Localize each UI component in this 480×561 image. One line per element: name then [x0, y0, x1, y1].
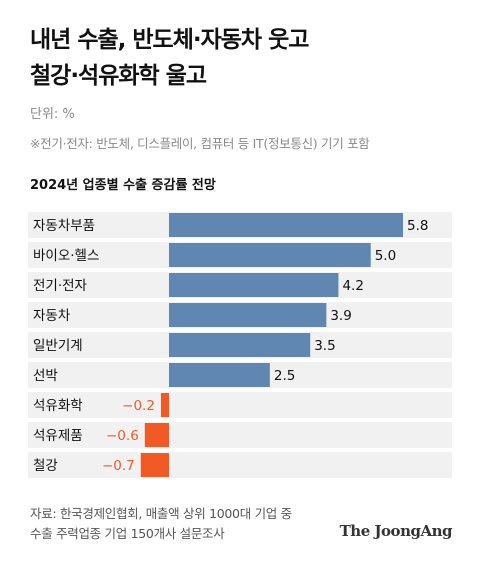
bar — [160, 393, 169, 417]
data-label: 5.0 — [375, 248, 396, 264]
category-label: 일반기계 — [33, 338, 83, 354]
data-label: −0.7 — [102, 458, 135, 474]
chart-title: 2024년 업종별 수출 증감률 전망 — [30, 178, 216, 193]
data-label: 3.5 — [314, 338, 335, 354]
unit-label: 단위: % — [30, 107, 75, 122]
data-label: −0.6 — [106, 428, 139, 444]
category-label: 자동차 — [33, 308, 71, 324]
row-background — [28, 392, 452, 418]
data-label: 3.9 — [330, 308, 351, 324]
headline-line-2: 철강·석유화학 울고 — [30, 63, 207, 89]
category-label: 석유화학 — [33, 398, 83, 414]
row-background — [28, 452, 452, 478]
data-label: 4.2 — [342, 278, 363, 294]
bar — [169, 243, 371, 267]
source-line-2: 수출 주력업종 기업 150개사 설문조사 — [30, 526, 225, 541]
bar — [169, 303, 327, 327]
category-label: 석유제품 — [33, 428, 83, 444]
data-label: 5.8 — [407, 218, 428, 234]
category-label: 철강 — [33, 458, 58, 474]
category-label: 전기·전자 — [33, 278, 88, 294]
bar — [140, 453, 169, 477]
category-label: 선박 — [33, 368, 58, 384]
bar — [169, 333, 311, 357]
bar — [169, 273, 339, 297]
source-line-1: 자료: 한국경제인협회, 매출액 상위 1000대 기업 중 — [30, 506, 292, 521]
data-label: −0.2 — [122, 398, 155, 414]
publisher-logo: The JoongAng — [339, 522, 453, 540]
bar — [169, 363, 270, 387]
headline: 내년 수출, 반도체·자동차 웃고 철강·석유화학 울고 — [30, 22, 460, 94]
source-note: 자료: 한국경제인협회, 매출액 상위 1000대 기업 중 수출 주력업종 기… — [30, 504, 292, 544]
headline-line-1: 내년 수출, 반도체·자동차 웃고 — [30, 27, 309, 53]
data-label: 2.5 — [274, 368, 295, 384]
row-background — [28, 422, 452, 448]
bar — [169, 213, 403, 237]
category-label: 바이오·헬스 — [33, 248, 99, 264]
bar — [144, 423, 169, 447]
category-label: 자동차부품 — [33, 218, 95, 234]
footnote: ※전기·전자: 반도체, 디스플레이, 컴퓨터 등 IT(정보통신) 기기 포함 — [30, 136, 370, 151]
